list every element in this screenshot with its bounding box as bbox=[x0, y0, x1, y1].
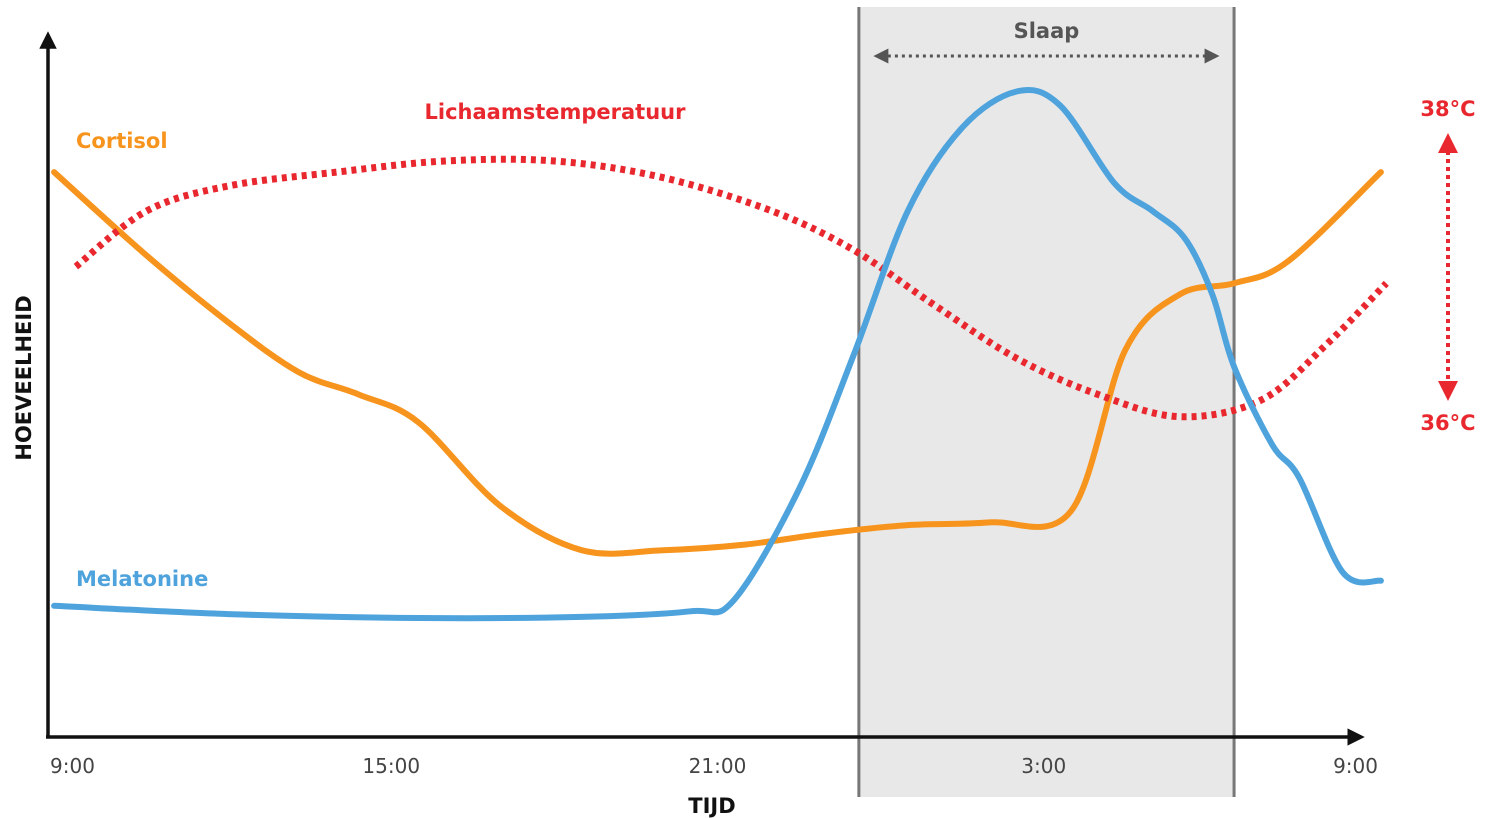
x-tick-labels: 9:00 15:00 21:00 3:00 9:00 bbox=[50, 754, 1378, 778]
series-label-lichaamstemperatuur: Lichaamstemperatuur bbox=[425, 100, 687, 124]
series-line-cortisol bbox=[51, 169, 1384, 557]
x-tick-label: 15:00 bbox=[362, 754, 420, 778]
x-tick-label: 3:00 bbox=[1021, 754, 1066, 778]
sleep-band-label: Slaap bbox=[1014, 19, 1080, 43]
series-label-melatonine: Melatonine bbox=[76, 567, 208, 591]
series-label-cortisol: Cortisol bbox=[76, 129, 168, 153]
x-tick-label: 9:00 bbox=[1333, 754, 1378, 778]
y-axis-label: HOEVEELHEID bbox=[12, 295, 36, 460]
x-tick-label: 21:00 bbox=[689, 754, 747, 778]
x-tick-label: 9:00 bbox=[50, 754, 95, 778]
sleep-band bbox=[858, 7, 1235, 797]
temperature-min-label: 36°C bbox=[1420, 411, 1475, 435]
series-layer: Cortisol Lichaamstemperatuur Melatonine bbox=[51, 86, 1389, 622]
series-line-lichaamstemperatuur bbox=[73, 155, 1389, 421]
series-line-melatonine bbox=[51, 86, 1384, 622]
temperature-max-label: 38°C bbox=[1420, 97, 1475, 121]
x-axis-label: TIJD bbox=[688, 794, 735, 818]
